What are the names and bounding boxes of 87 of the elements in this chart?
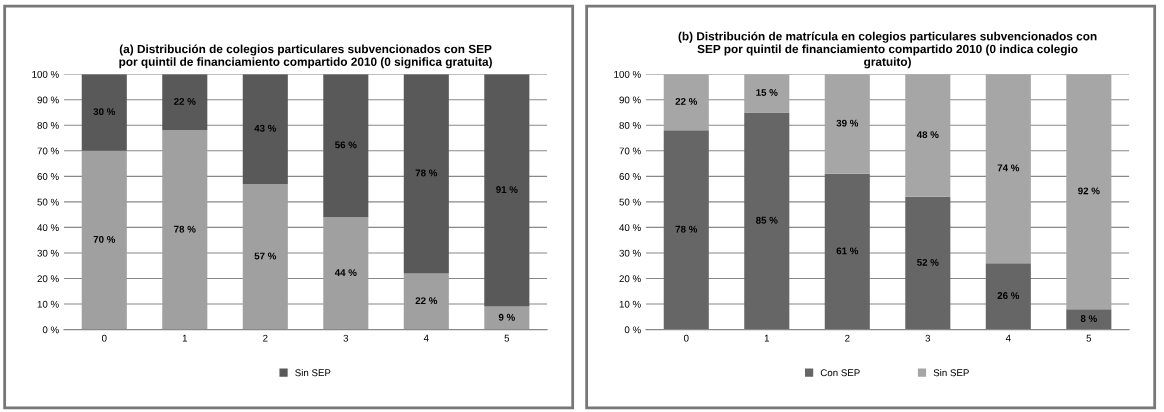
data-label: 8 % — [1080, 315, 1097, 322]
data-label: 70 % — [93, 235, 116, 243]
bar — [1066, 309, 1112, 330]
y-tick-label: 30 % — [37, 249, 59, 257]
y-tick-label: 20 % — [37, 275, 59, 283]
bar — [744, 112, 790, 330]
bar — [824, 173, 870, 330]
y-tick-label: 90 % — [37, 96, 59, 104]
y-tick-label: 60 % — [619, 173, 641, 180]
y-tick-label: 0 % — [624, 326, 641, 334]
bar — [242, 184, 288, 330]
legend-label: Sin SEP — [295, 369, 331, 377]
bar — [744, 74, 790, 113]
y-tick-label: 0 % — [42, 326, 59, 334]
bar — [663, 130, 709, 330]
data-label: 9 % — [498, 313, 515, 321]
y-tick-label: 50 % — [37, 198, 59, 206]
bar — [403, 273, 449, 330]
bar — [905, 74, 951, 197]
data-label: 15 % — [756, 89, 778, 96]
data-label: 22 % — [174, 97, 196, 105]
y-tick-label: 100 % — [32, 70, 59, 78]
y-tick-label: 90 % — [619, 96, 641, 104]
bar — [905, 196, 951, 330]
x-tick-label: 4 — [423, 334, 429, 342]
bar — [323, 74, 369, 218]
bar — [824, 74, 870, 174]
y-tick-label: 10 % — [37, 300, 59, 308]
bar — [985, 74, 1031, 264]
bar — [985, 263, 1031, 330]
data-label: 78 % — [415, 169, 438, 177]
x-tick-label: 5 — [1086, 334, 1092, 342]
y-tick-label: 80 % — [619, 121, 641, 129]
data-label: 39 % — [836, 119, 859, 127]
data-label: 22 % — [675, 97, 698, 105]
data-label: 48 % — [916, 131, 939, 139]
data-label: 56 % — [335, 141, 357, 149]
legend-label: Con SEP — [820, 369, 860, 377]
x-tick-label: 4 — [1005, 334, 1011, 342]
x-tick-label: 1 — [764, 334, 770, 342]
bar — [1066, 74, 1112, 310]
y-tick-label: 10 % — [619, 300, 641, 308]
bar — [162, 74, 208, 131]
x-tick-label: 5 — [504, 334, 510, 342]
legend-label: Sin SEP — [933, 369, 969, 377]
chart-title: (a) Distribución de colegios particulares subvencionados con SEP por quintil de financiamiento compartido 2010 (0 significa gratuita) — [119, 44, 492, 69]
x-tick-label: 3 — [925, 334, 931, 342]
data-label: 91 % — [496, 186, 518, 193]
y-tick-label: 100 % — [614, 70, 641, 78]
data-label: 26 % — [997, 292, 1020, 299]
bar — [323, 217, 369, 330]
bar — [484, 306, 530, 330]
data-label: 92 % — [1078, 187, 1100, 195]
data-label: 78 % — [174, 225, 196, 233]
data-label: 30 % — [93, 108, 116, 116]
bar — [484, 74, 530, 307]
y-tick-label: 80 % — [37, 121, 59, 129]
bar — [81, 150, 127, 330]
data-label: 61 % — [836, 247, 859, 255]
data-label: 44 % — [334, 269, 357, 276]
x-tick-label: 0 — [101, 334, 107, 342]
data-label: 52 % — [917, 258, 939, 266]
y-tick-label: 40 % — [37, 224, 59, 232]
bar — [81, 74, 127, 151]
x-tick-label: 2 — [845, 334, 850, 342]
data-label: 85 % — [756, 216, 778, 224]
bar — [403, 74, 449, 274]
x-tick-label: 3 — [343, 334, 349, 342]
chart-title: (b) Distribución de matrícula en colegios particulares subvencionados con SEP por quintil de financiamiento compartido 2010 (0 indica colegio gratuito) — [678, 31, 1097, 69]
data-label: 43 % — [254, 124, 277, 132]
data-label: 57 % — [254, 252, 277, 260]
x-tick-label: 1 — [182, 334, 188, 342]
y-tick-label: 40 % — [619, 224, 641, 232]
y-tick-label: 70 % — [619, 147, 641, 155]
y-tick-label: 70 % — [37, 147, 59, 155]
data-label: 78 % — [675, 225, 698, 233]
y-tick-label: 60 % — [37, 173, 59, 180]
y-tick-label: 50 % — [619, 198, 641, 206]
x-tick-label: 0 — [683, 334, 689, 342]
bar — [242, 74, 288, 184]
bar — [162, 130, 208, 330]
data-label: 74 % — [997, 164, 1020, 172]
x-tick-label: 2 — [263, 334, 268, 342]
bar — [663, 74, 709, 131]
data-label: 22 % — [415, 297, 438, 305]
y-tick-label: 20 % — [619, 275, 641, 283]
y-tick-label: 30 % — [619, 249, 641, 257]
